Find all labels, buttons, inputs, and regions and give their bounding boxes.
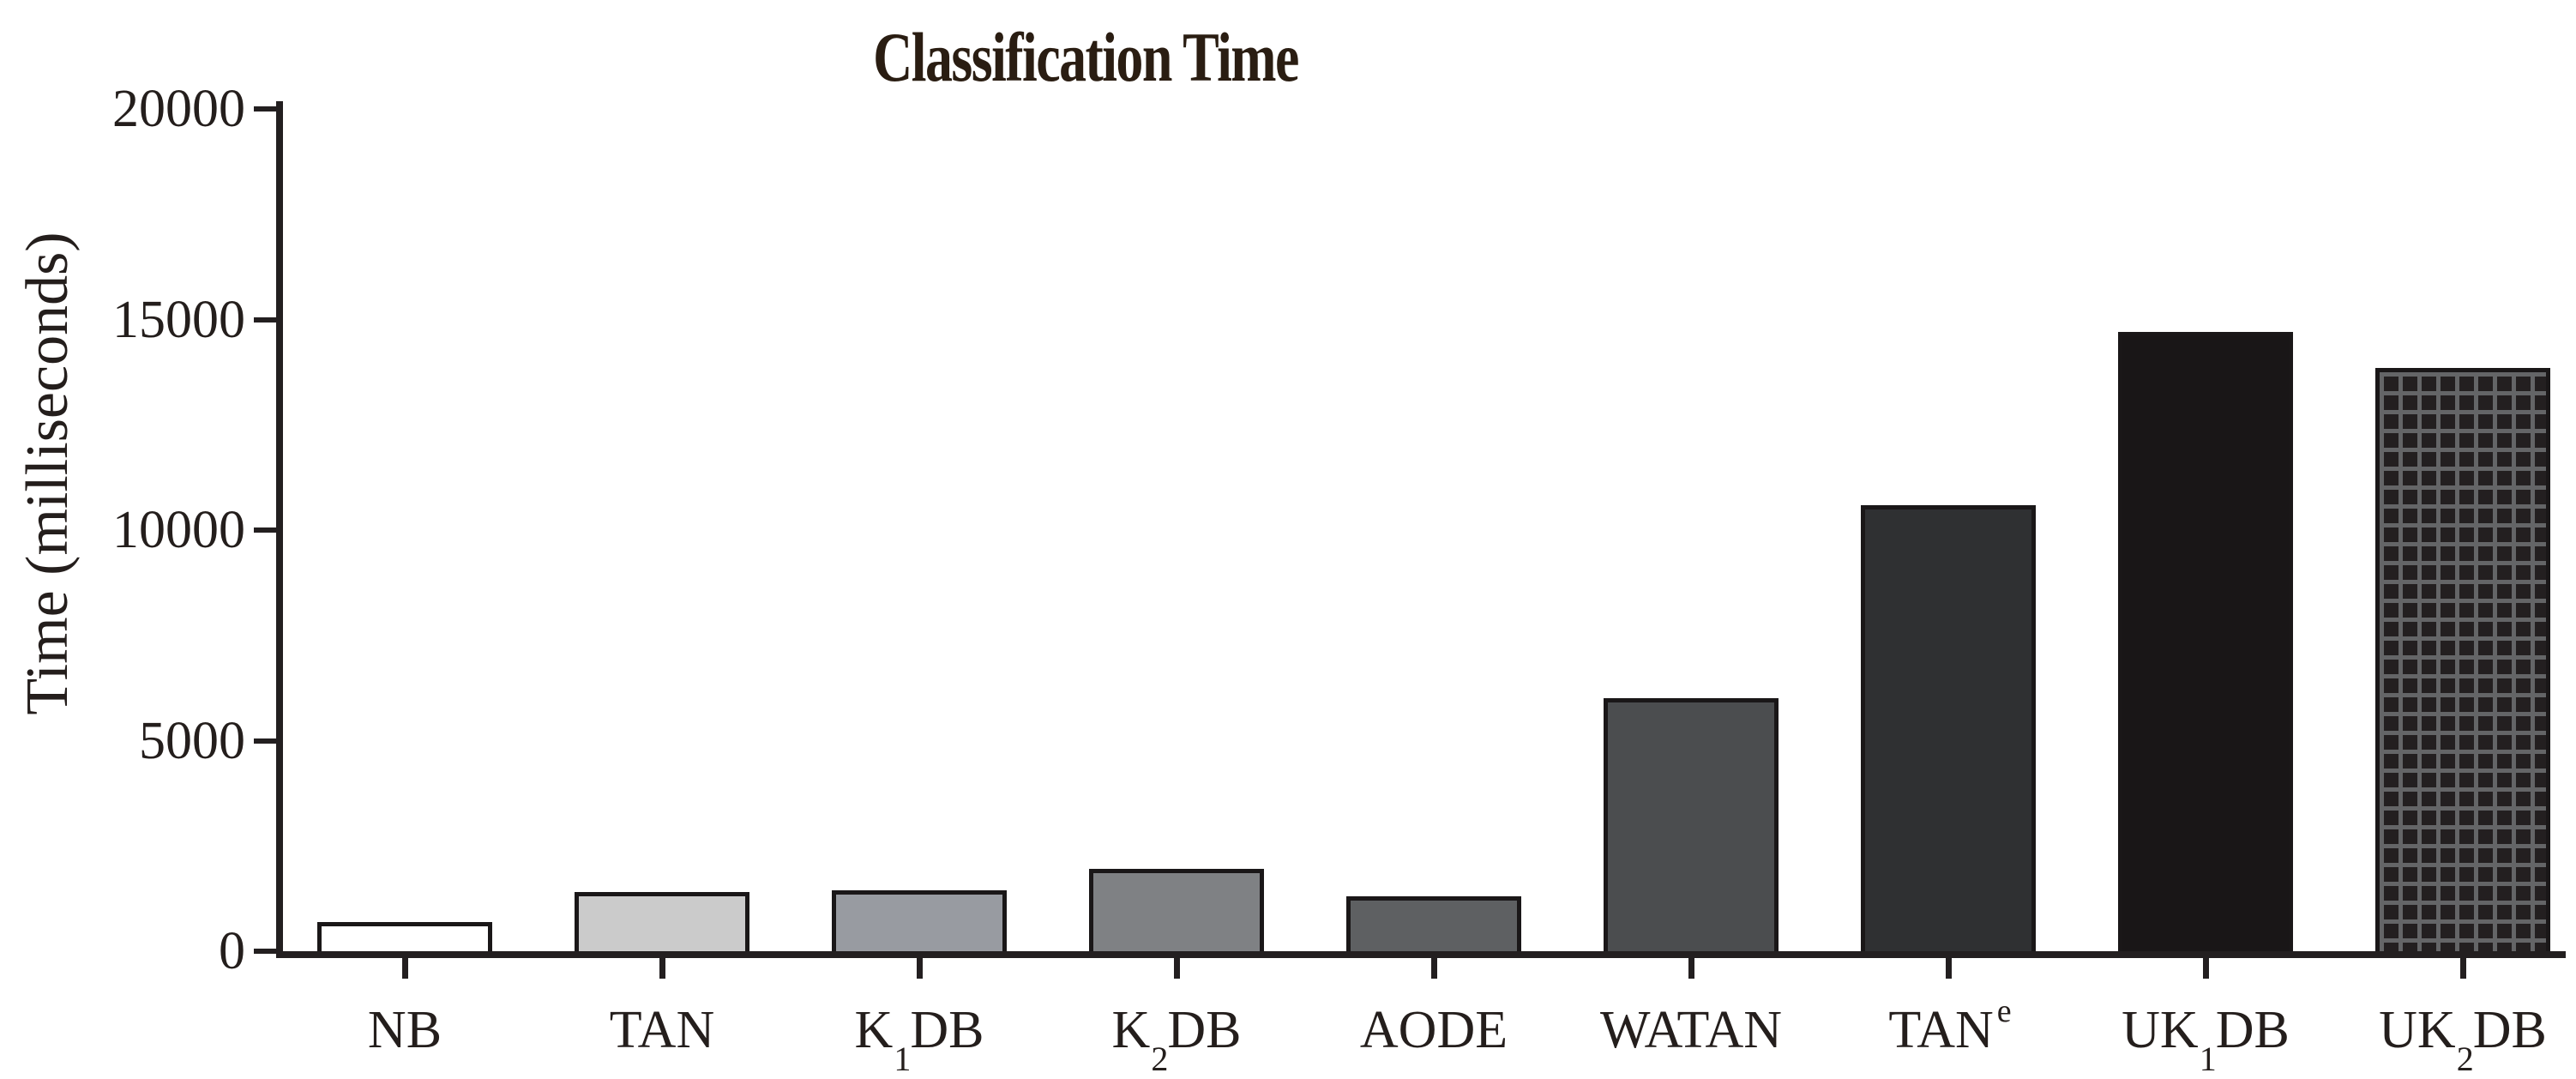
y-tick-label-0: 0 [219, 922, 245, 980]
bar-TAN [575, 892, 749, 951]
y-tick-label-5000: 5000 [139, 711, 245, 770]
x-axis-label-UK2DB: UK2DB [2379, 1001, 2547, 1079]
bar-UK2DB [2375, 368, 2550, 951]
y-tick-0 [254, 949, 276, 954]
x-tick-AODE [1431, 958, 1437, 979]
x-axis-line [276, 951, 2566, 958]
x-axis-label-AODE: AODE [1359, 1001, 1508, 1059]
y-tick-20000 [254, 106, 276, 112]
y-axis-label: Time (milliseconds) [15, 232, 81, 715]
x-tick-K2DB [1174, 958, 1180, 979]
x-tick-UK2DB [2460, 958, 2466, 979]
bar-AODE [1346, 896, 1521, 951]
chart-title: Classification Time [873, 18, 1299, 96]
y-axis-line [276, 101, 283, 958]
x-tick-TAN [659, 958, 665, 979]
y-tick-15000 [254, 316, 276, 322]
bar-K2DB [1089, 869, 1264, 951]
bar-UK1DB [2118, 332, 2293, 951]
x-tick-K1DB [917, 958, 923, 979]
y-tick-label-10000: 10000 [112, 501, 245, 559]
x-tick-NB [402, 958, 408, 979]
x-axis-label-UK1DB: UK1DB [2122, 1001, 2290, 1079]
y-tick-label-15000: 15000 [112, 290, 245, 349]
x-axis-label-K2DB: K2DB [1111, 1001, 1242, 1079]
x-axis-label-NB: NB [367, 1001, 442, 1059]
bar-NB [317, 922, 492, 951]
y-tick-label-20000: 20000 [112, 80, 245, 138]
y-tick-5000 [254, 738, 276, 744]
bar-K1DB [832, 890, 1007, 951]
bar-TANe [1861, 505, 2036, 951]
x-tick-WATAN [1688, 958, 1694, 979]
x-axis-label-K1DB: K1DB [854, 1001, 984, 1079]
y-tick-10000 [254, 527, 276, 533]
bar-WATAN [1604, 698, 1779, 951]
x-axis-label-WATAN: WATAN [1599, 1001, 1782, 1059]
x-axis-label-TAN: TAN [609, 1001, 715, 1059]
x-axis-label-TANe: TAN e [1888, 993, 2012, 1059]
x-tick-UK1DB [2203, 958, 2209, 979]
x-tick-TANe [1946, 958, 1952, 979]
